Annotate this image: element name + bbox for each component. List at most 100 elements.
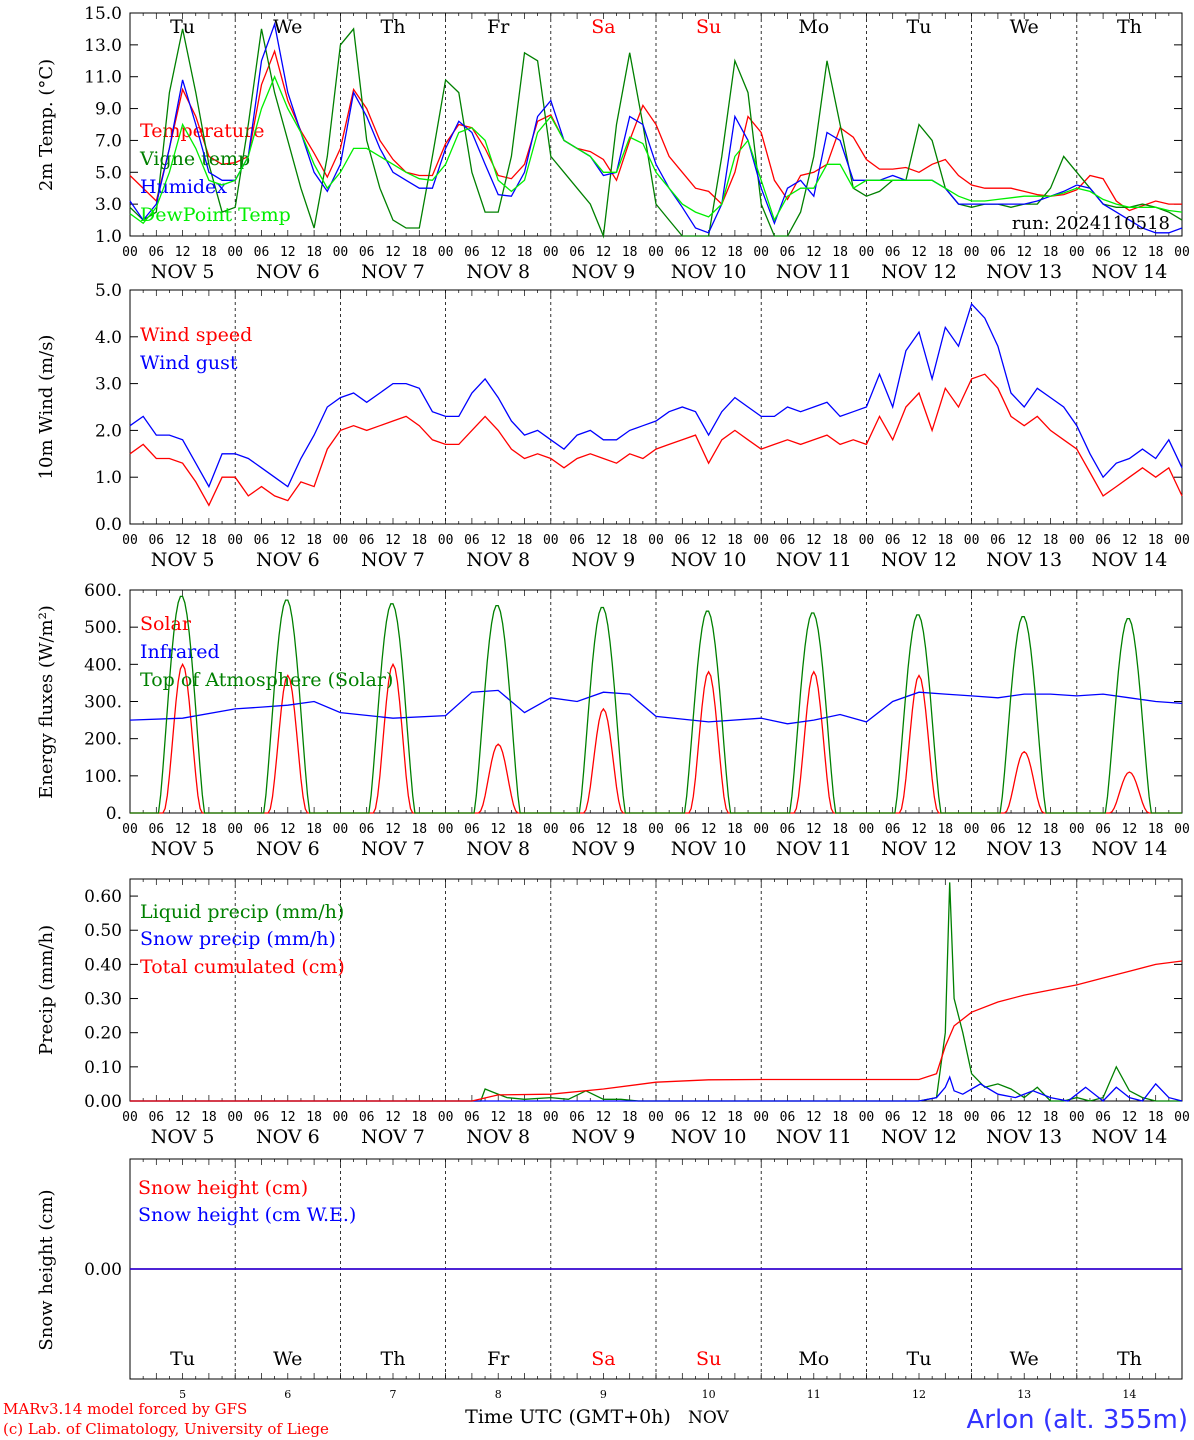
hour-tick-label: 06 (148, 822, 164, 837)
y-tick-label: 600. (84, 581, 122, 601)
hour-tick-label: 12 (911, 533, 927, 548)
weekday-label: Tu (907, 16, 932, 38)
hour-tick-label: 12 (596, 822, 612, 837)
hour-tick-label: 12 (596, 245, 612, 260)
hour-tick-label: 06 (359, 822, 375, 837)
hour-tick-label: 18 (201, 822, 217, 837)
hour-tick-label: 00 (964, 245, 980, 260)
hour-tick-label: 12 (1016, 245, 1032, 260)
hour-tick-label: 06 (254, 822, 270, 837)
series-line-infrared (129, 689, 1183, 725)
y-tick-label: 3.0 (95, 375, 122, 395)
hour-tick-label: 12 (1016, 822, 1032, 837)
hour-tick-label: 06 (148, 1110, 164, 1125)
hour-tick-label: 00 (333, 245, 349, 260)
hour-tick-label: 12 (280, 245, 296, 260)
hour-tick-label: 00 (333, 1110, 349, 1125)
y-tick-label: 0.0 (95, 515, 122, 535)
day-number-label: 14 (1122, 1388, 1136, 1401)
hour-tick-label: 00 (122, 533, 138, 548)
y-tick-label: 300. (84, 693, 122, 713)
hour-tick-label: 00 (964, 1110, 980, 1125)
hour-tick-label: 18 (937, 245, 953, 260)
hour-tick-label: 00 (648, 1110, 664, 1125)
series-line-total-cumulated-cm- (130, 960, 1183, 1102)
hour-tick-label: 00 (859, 245, 875, 260)
y-tick-label: 400. (84, 655, 122, 675)
hour-tick-label: 12 (385, 822, 401, 837)
weekday-label: Th (1117, 16, 1142, 38)
hour-tick-label: 00 (859, 533, 875, 548)
hour-tick-label: 00 (227, 822, 243, 837)
date-label: NOV 6 (256, 549, 320, 571)
hour-tick-label: 12 (806, 533, 822, 548)
hour-tick-label: 18 (937, 1110, 953, 1125)
date-label: NOV 11 (776, 1126, 852, 1148)
hour-tick-label: 18 (1148, 533, 1164, 548)
y-tick-label: 0. (106, 804, 122, 824)
hour-tick-label: 00 (753, 822, 769, 837)
hour-tick-label: 06 (885, 245, 901, 260)
date-label: NOV 12 (881, 1126, 957, 1148)
date-label: NOV 9 (572, 549, 636, 571)
hour-tick-label: 18 (1043, 245, 1059, 260)
day-number-label: 5 (179, 1388, 186, 1401)
hour-tick-label: 12 (806, 1110, 822, 1125)
hour-tick-label: 00 (227, 1110, 243, 1125)
hour-tick-label: 06 (464, 822, 480, 837)
hour-tick-label: 00 (543, 533, 559, 548)
hour-tick-label: 12 (1122, 822, 1138, 837)
hour-tick-label: 06 (990, 822, 1006, 837)
hour-tick-label: 18 (1148, 822, 1164, 837)
y-tick-label: 9.0 (95, 100, 122, 120)
series-line-dewpoint-temp (129, 74, 1183, 225)
hour-tick-label: 12 (911, 822, 927, 837)
day-number-label: 11 (807, 1388, 821, 1401)
legend-entry: Top of Atmosphere (Solar) (140, 669, 393, 691)
hour-tick-label: 06 (885, 822, 901, 837)
hour-tick-label: 12 (806, 822, 822, 837)
y-axis-label: Precip (mm/h) (36, 925, 57, 1055)
hour-tick-label: 12 (1122, 533, 1138, 548)
hour-tick-label: 06 (569, 822, 585, 837)
y-tick-label: 0.60 (84, 887, 122, 907)
hour-tick-label: 18 (1148, 245, 1164, 260)
hour-tick-label: 18 (832, 1110, 848, 1125)
hour-tick-label: 12 (175, 822, 191, 837)
weekday-label: Sa (591, 16, 615, 38)
series-line-top-of-atmosphere-solar- (130, 595, 1182, 814)
day-number-label: 7 (390, 1388, 397, 1401)
day-number-label: 8 (495, 1388, 502, 1401)
hour-tick-label: 12 (596, 533, 612, 548)
y-tick-label: 4.0 (95, 328, 122, 348)
hour-tick-label: 00 (438, 245, 454, 260)
hour-tick-label: 06 (464, 1110, 480, 1125)
date-label: NOV 11 (776, 838, 852, 860)
weekday-label: Th (381, 1348, 406, 1370)
hour-tick-label: 18 (727, 245, 743, 260)
hour-tick-label: 18 (201, 533, 217, 548)
day-number-label: 6 (284, 1388, 291, 1401)
legend-entry: Snow precip (mm/h) (140, 928, 336, 950)
hour-tick-label: 00 (227, 533, 243, 548)
hour-tick-label: 18 (201, 245, 217, 260)
y-tick-label: 0.20 (84, 1024, 122, 1044)
weekday-label: Sa (591, 1348, 615, 1370)
date-label: NOV 6 (256, 838, 320, 860)
hour-tick-label: 00 (438, 822, 454, 837)
y-tick-label: 7.0 (95, 131, 122, 151)
day-number-label: 10 (702, 1388, 716, 1401)
y-tick-label: 200. (84, 730, 122, 750)
hour-tick-label: 12 (490, 822, 506, 837)
date-label: NOV 13 (986, 261, 1062, 283)
hour-tick-label: 18 (832, 245, 848, 260)
hour-tick-label: 18 (517, 822, 533, 837)
date-label: NOV 13 (986, 549, 1062, 571)
date-label: NOV 13 (986, 1126, 1062, 1148)
hour-tick-label: 06 (148, 533, 164, 548)
hour-tick-label: 12 (280, 533, 296, 548)
panel-frame-energy (129, 589, 1183, 814)
hour-tick-label: 18 (411, 822, 427, 837)
weekday-label: We (1010, 1348, 1039, 1370)
hour-tick-label: 00 (1069, 1110, 1085, 1125)
